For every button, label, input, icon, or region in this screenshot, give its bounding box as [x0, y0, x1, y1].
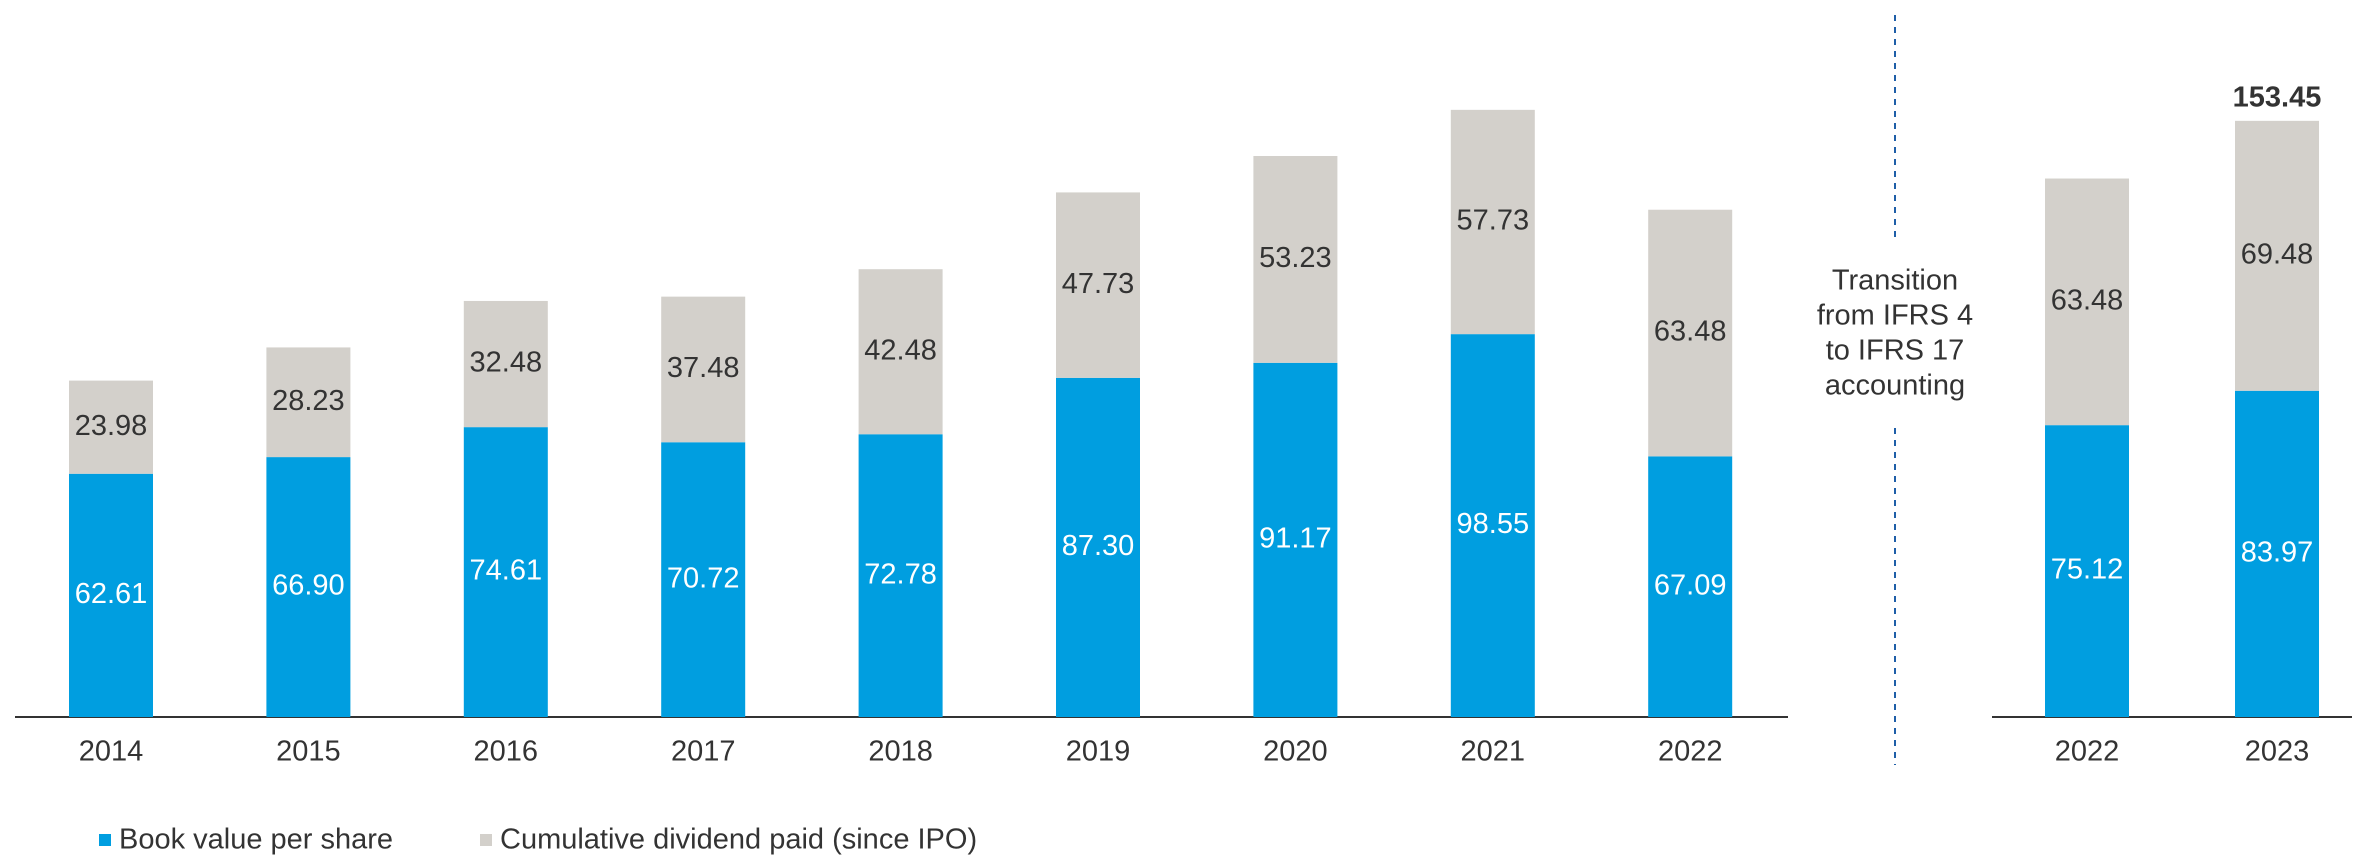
annotation: Transition: [1832, 265, 1958, 297]
x-tick-label: 2020: [1263, 736, 1328, 768]
value-label: 53.23: [1259, 242, 1332, 274]
bar-segment: [1056, 192, 1140, 378]
value-label: 87.30: [1062, 530, 1135, 562]
value-label: 23.98: [75, 410, 148, 442]
value-label: 74.61: [470, 555, 543, 587]
x-tick-label: 2022: [1658, 736, 1723, 768]
bar-segment: [2045, 425, 2129, 717]
value-label: 37.48: [667, 352, 740, 384]
value-label: 28.23: [272, 385, 345, 417]
bar-segment: [1648, 209, 1733, 457]
x-tick-label: 2019: [1066, 736, 1131, 768]
bar-segment: [661, 296, 746, 443]
x-tick-label: 2014: [79, 736, 144, 768]
value-label: 69.48: [2241, 238, 2314, 270]
value-label: 62.61: [75, 578, 148, 610]
bar-segment: [1450, 334, 1535, 717]
x-tick-label: 2021: [1461, 736, 1526, 768]
x-tick-label: 2022: [2055, 736, 2120, 768]
value-label: 42.48: [864, 334, 937, 366]
value-label: 66.90: [272, 570, 345, 602]
annotation: to IFRS 17: [1826, 335, 1965, 367]
legend-label: Book value per share: [119, 824, 393, 856]
value-label: 32.48: [470, 347, 543, 379]
bar-segment: [2235, 390, 2319, 717]
bar-segment: [2235, 120, 2319, 391]
value-label: 67.09: [1654, 569, 1727, 601]
value-label: 63.48: [2051, 285, 2124, 317]
x-tick-label: 2023: [2245, 736, 2310, 768]
value-label: 98.55: [1457, 508, 1530, 540]
bar-segment: [1253, 362, 1338, 717]
annotation: from IFRS 4: [1817, 300, 1973, 332]
legend-swatch: [99, 834, 111, 846]
x-tick-label: 2015: [276, 736, 341, 768]
bar-segment: [266, 347, 351, 458]
bar-segment: [266, 457, 351, 717]
value-label: 75.12: [2051, 554, 2124, 586]
bar-segment: [1648, 456, 1733, 717]
bar-segment: [69, 380, 153, 474]
bar-segment: [463, 427, 548, 717]
value-label: 47.73: [1062, 268, 1135, 300]
bar-segment: [2045, 178, 2129, 426]
x-tick-label: 2018: [868, 736, 933, 768]
x-tick-label: 2017: [671, 736, 736, 768]
bar-segment: [463, 300, 548, 428]
value-label: 91.17: [1259, 523, 1332, 555]
bar-segment: [1056, 377, 1140, 717]
bar-segment: [661, 442, 746, 717]
bar-segment: [1450, 109, 1535, 335]
total-label: 153.45: [2233, 82, 2322, 114]
bar-segment: [858, 434, 943, 717]
legend-label: Cumulative dividend paid (since IPO): [500, 824, 977, 856]
legend-swatch: [480, 834, 492, 846]
x-tick-label: 2016: [474, 736, 539, 768]
annotation: accounting: [1825, 370, 1965, 402]
bar-segment: [69, 473, 153, 717]
value-label: 70.72: [667, 562, 740, 594]
value-label: 57.73: [1457, 205, 1530, 237]
value-label: 83.97: [2241, 537, 2314, 569]
bar-segment: [858, 269, 943, 435]
value-label: 63.48: [1654, 316, 1727, 348]
value-label: 72.78: [864, 558, 937, 590]
bar-segment: [1253, 156, 1338, 363]
